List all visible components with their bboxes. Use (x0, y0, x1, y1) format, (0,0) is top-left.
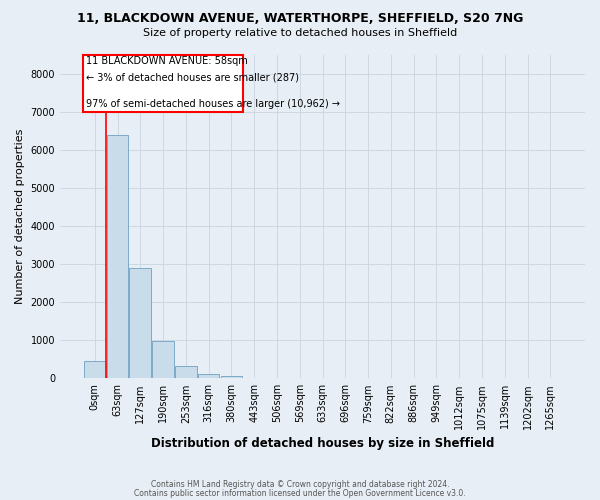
Text: 11 BLACKDOWN AVENUE: 58sqm: 11 BLACKDOWN AVENUE: 58sqm (86, 56, 247, 66)
Bar (130, 268, 151, 378)
Text: Contains public sector information licensed under the Open Government Licence v3: Contains public sector information licen… (134, 488, 466, 498)
FancyBboxPatch shape (83, 55, 243, 112)
Text: 97% of semi-detached houses are larger (10,962) →: 97% of semi-detached houses are larger (… (86, 100, 340, 110)
Bar (221, 376, 242, 378)
Text: Contains HM Land Registry data © Crown copyright and database right 2024.: Contains HM Land Registry data © Crown c… (151, 480, 449, 489)
Y-axis label: Number of detached properties: Number of detached properties (15, 129, 25, 304)
Bar (84, 361, 106, 378)
X-axis label: Distribution of detached houses by size in Sheffield: Distribution of detached houses by size … (151, 437, 494, 450)
Bar (175, 366, 197, 378)
Text: 11, BLACKDOWN AVENUE, WATERTHORPE, SHEFFIELD, S20 7NG: 11, BLACKDOWN AVENUE, WATERTHORPE, SHEFF… (77, 12, 523, 26)
Bar (198, 374, 220, 378)
Text: ← 3% of detached houses are smaller (287): ← 3% of detached houses are smaller (287… (86, 73, 299, 83)
Bar (152, 341, 174, 378)
Text: Size of property relative to detached houses in Sheffield: Size of property relative to detached ho… (143, 28, 457, 38)
Bar (107, 135, 128, 378)
